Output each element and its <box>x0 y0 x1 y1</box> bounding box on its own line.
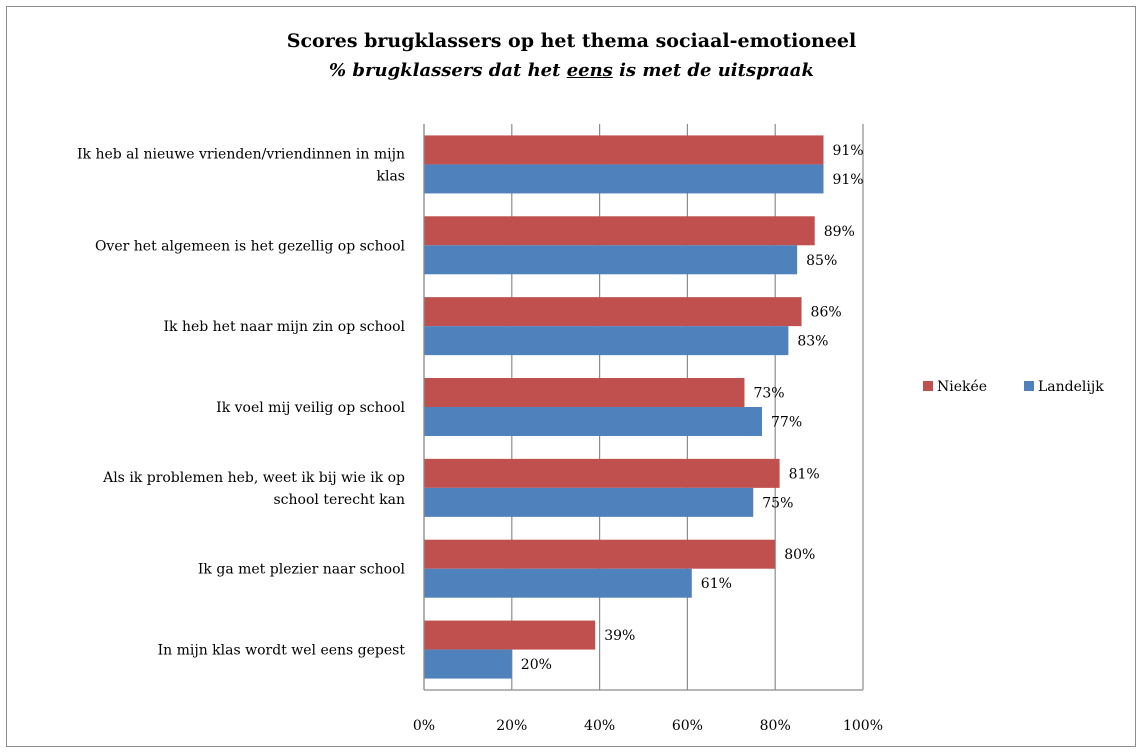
x-tick-label: 20% <box>496 718 527 734</box>
x-tick-label: 40% <box>584 718 615 734</box>
data-label: 86% <box>811 305 842 321</box>
category-label: Ik voel mij veilig op school <box>216 400 405 416</box>
subtitle-part-1: % brugklassers dat het <box>329 60 567 81</box>
chart-subtitle: % brugklassers dat het eens is met de ui… <box>0 60 1143 81</box>
bar-niekee <box>424 620 596 650</box>
data-label: 73% <box>753 386 784 402</box>
data-label: 75% <box>762 495 793 511</box>
bar-niekee <box>424 297 802 327</box>
bar-landelijk <box>424 487 754 517</box>
legend-swatch <box>1024 381 1034 391</box>
x-tick-label: 60% <box>672 718 703 734</box>
legend-label: Landelijk <box>1038 379 1104 395</box>
bar-landelijk <box>424 164 824 194</box>
bar-niekee <box>424 539 776 569</box>
category-label: In mijn klas wordt wel eens gepest <box>158 643 406 659</box>
bar-landelijk <box>424 407 763 436</box>
bar-landelijk <box>424 326 789 356</box>
category-label: Ik heb al nieuwe vrienden/vriendinnen in… <box>77 146 405 162</box>
category-label: Over het algemeen is het gezellig op sch… <box>95 238 406 254</box>
subtitle-part-2: eens <box>566 60 613 81</box>
bar-niekee <box>424 135 824 165</box>
data-label: 89% <box>824 224 855 240</box>
data-label: 91% <box>832 172 863 188</box>
data-label: 83% <box>797 334 828 350</box>
legend-swatch <box>923 381 933 391</box>
chart-title: Scores brugklassers op het thema sociaal… <box>286 30 857 52</box>
data-label: 39% <box>604 628 635 644</box>
x-tick-label: 80% <box>760 718 791 734</box>
bar-landelijk <box>424 245 798 275</box>
data-label: 61% <box>701 576 732 592</box>
category-label: Ik ga met plezier naar school <box>198 562 406 578</box>
legend-label: Niekée <box>937 379 987 395</box>
data-label: 81% <box>789 466 820 482</box>
bar-niekee <box>424 216 815 246</box>
bar-landelijk <box>424 568 692 598</box>
bar-landelijk <box>424 649 512 679</box>
data-label: 20% <box>521 657 552 673</box>
category-label: klas <box>377 168 406 184</box>
data-label: 77% <box>771 415 802 431</box>
bar-niekee <box>424 458 780 488</box>
category-label: Ik heb het naar mijn zin op school <box>163 319 405 335</box>
data-label: 85% <box>806 253 837 269</box>
x-tick-label: 100% <box>843 718 883 734</box>
subtitle-part-3: is met de uitspraak <box>612 60 814 81</box>
data-label: 91% <box>832 143 863 159</box>
category-label: Als ik problemen heb, weet ik bij wie ik… <box>102 470 405 486</box>
data-label: 80% <box>784 547 815 563</box>
bar-niekee <box>424 378 745 407</box>
x-tick-label: 0% <box>413 718 435 734</box>
category-label: school terecht kan <box>274 492 406 508</box>
